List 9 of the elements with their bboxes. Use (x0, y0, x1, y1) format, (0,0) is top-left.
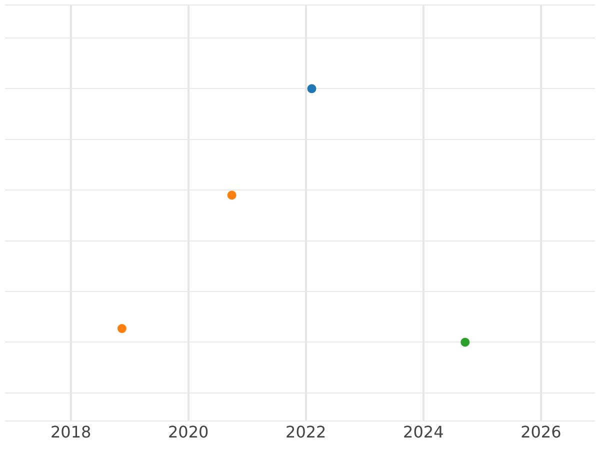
point (307, 84, 316, 94)
point (227, 190, 236, 200)
x-tick-label: 2024 (403, 422, 444, 442)
x-tick-label: 2022 (286, 422, 326, 442)
x-tick-label: 2020 (168, 422, 209, 442)
point (117, 324, 126, 334)
x-tick-label: 2018 (50, 422, 92, 442)
point (460, 338, 470, 347)
x-tick-label: 2026 (520, 422, 562, 442)
